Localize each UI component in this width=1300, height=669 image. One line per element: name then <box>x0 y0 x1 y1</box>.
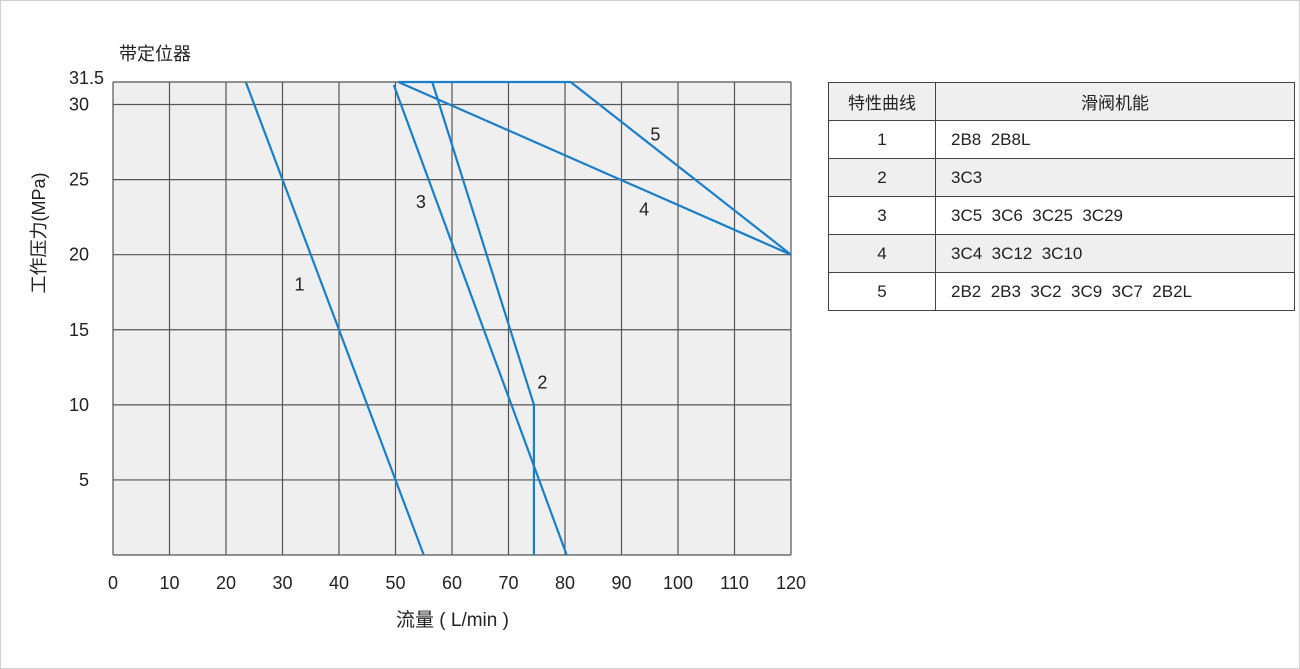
function-codes: 3C3 <box>935 158 1295 197</box>
x-tick-label: 100 <box>663 573 693 593</box>
function-codes: 3C4 3C12 3C10 <box>935 234 1295 273</box>
series-line-5 <box>398 80 792 256</box>
function-table: 特性曲线 滑阀机能 1 2B8 2B8L 2 3C3 3 3C5 3C6 3C25 3C2… <box>828 82 1295 311</box>
y-tick-label: 15 <box>69 320 89 340</box>
y-tick-label: 10 <box>69 395 89 415</box>
x-tick-label: 10 <box>159 573 179 593</box>
header-function: 滑阀机能 <box>935 82 1295 121</box>
x-tick-label: 120 <box>776 573 806 593</box>
series-label-3: 3 <box>416 192 426 212</box>
y-tick-label: 5 <box>79 470 89 490</box>
series-line-2 <box>431 81 536 555</box>
function-codes: 2B2 2B3 3C2 3C9 3C7 2B2L <box>935 272 1295 311</box>
chart-title: 带定位器 <box>119 44 191 64</box>
table-row: 5 2B2 2B3 3C2 3C9 3C7 2B2L <box>828 272 1295 311</box>
curve-number: 3 <box>828 196 936 235</box>
function-codes: 2B8 2B8L <box>935 120 1295 159</box>
x-tick-label: 60 <box>442 573 462 593</box>
table-row: 2 3C3 <box>828 158 1295 197</box>
x-tick-label: 20 <box>216 573 236 593</box>
x-tick-label: 30 <box>272 573 292 593</box>
series-line-3 <box>392 84 568 556</box>
x-tick-label: 50 <box>385 573 405 593</box>
series-label-2: 2 <box>537 372 547 392</box>
x-tick-label: 40 <box>329 573 349 593</box>
series-label-1: 1 <box>294 275 304 295</box>
x-tick-label: 90 <box>611 573 631 593</box>
x-tick-label: 110 <box>720 573 749 593</box>
pressure-flow-chart: 0 10 20 30 40 50 60 70 80 90 100 110 120510152025303… <box>29 44 806 631</box>
table-row: 3 3C5 3C6 3C25 3C29 <box>828 196 1295 235</box>
y-tick-label: 20 <box>69 245 89 265</box>
curve-number: 1 <box>828 120 936 159</box>
table-row: 1 2B8 2B8L <box>828 120 1295 159</box>
curve-number: 2 <box>828 158 936 197</box>
x-axis-label: 流量 ( L/min ) <box>396 609 509 631</box>
series-label-5: 5 <box>650 125 660 145</box>
y-tick-label: 30 <box>69 95 89 115</box>
x-tick-label: 70 <box>498 573 518 593</box>
y-axis-label: 工作压力(MPa) <box>29 173 49 294</box>
table-row: 4 3C4 3C12 3C10 <box>828 234 1295 273</box>
series-label-4: 4 <box>639 200 649 220</box>
x-tick-label: 80 <box>555 573 575 593</box>
curve-number: 4 <box>828 234 936 273</box>
series-line-4 <box>397 80 792 256</box>
y-tick-label: 31.5 <box>69 68 104 88</box>
function-codes: 3C5 3C6 3C25 3C29 <box>935 196 1295 235</box>
x-tick-label: 0 <box>108 573 118 593</box>
curve-number: 5 <box>828 272 936 311</box>
series-line-1 <box>244 81 425 556</box>
header-curve: 特性曲线 <box>828 82 936 121</box>
y-tick-label: 25 <box>69 170 89 190</box>
